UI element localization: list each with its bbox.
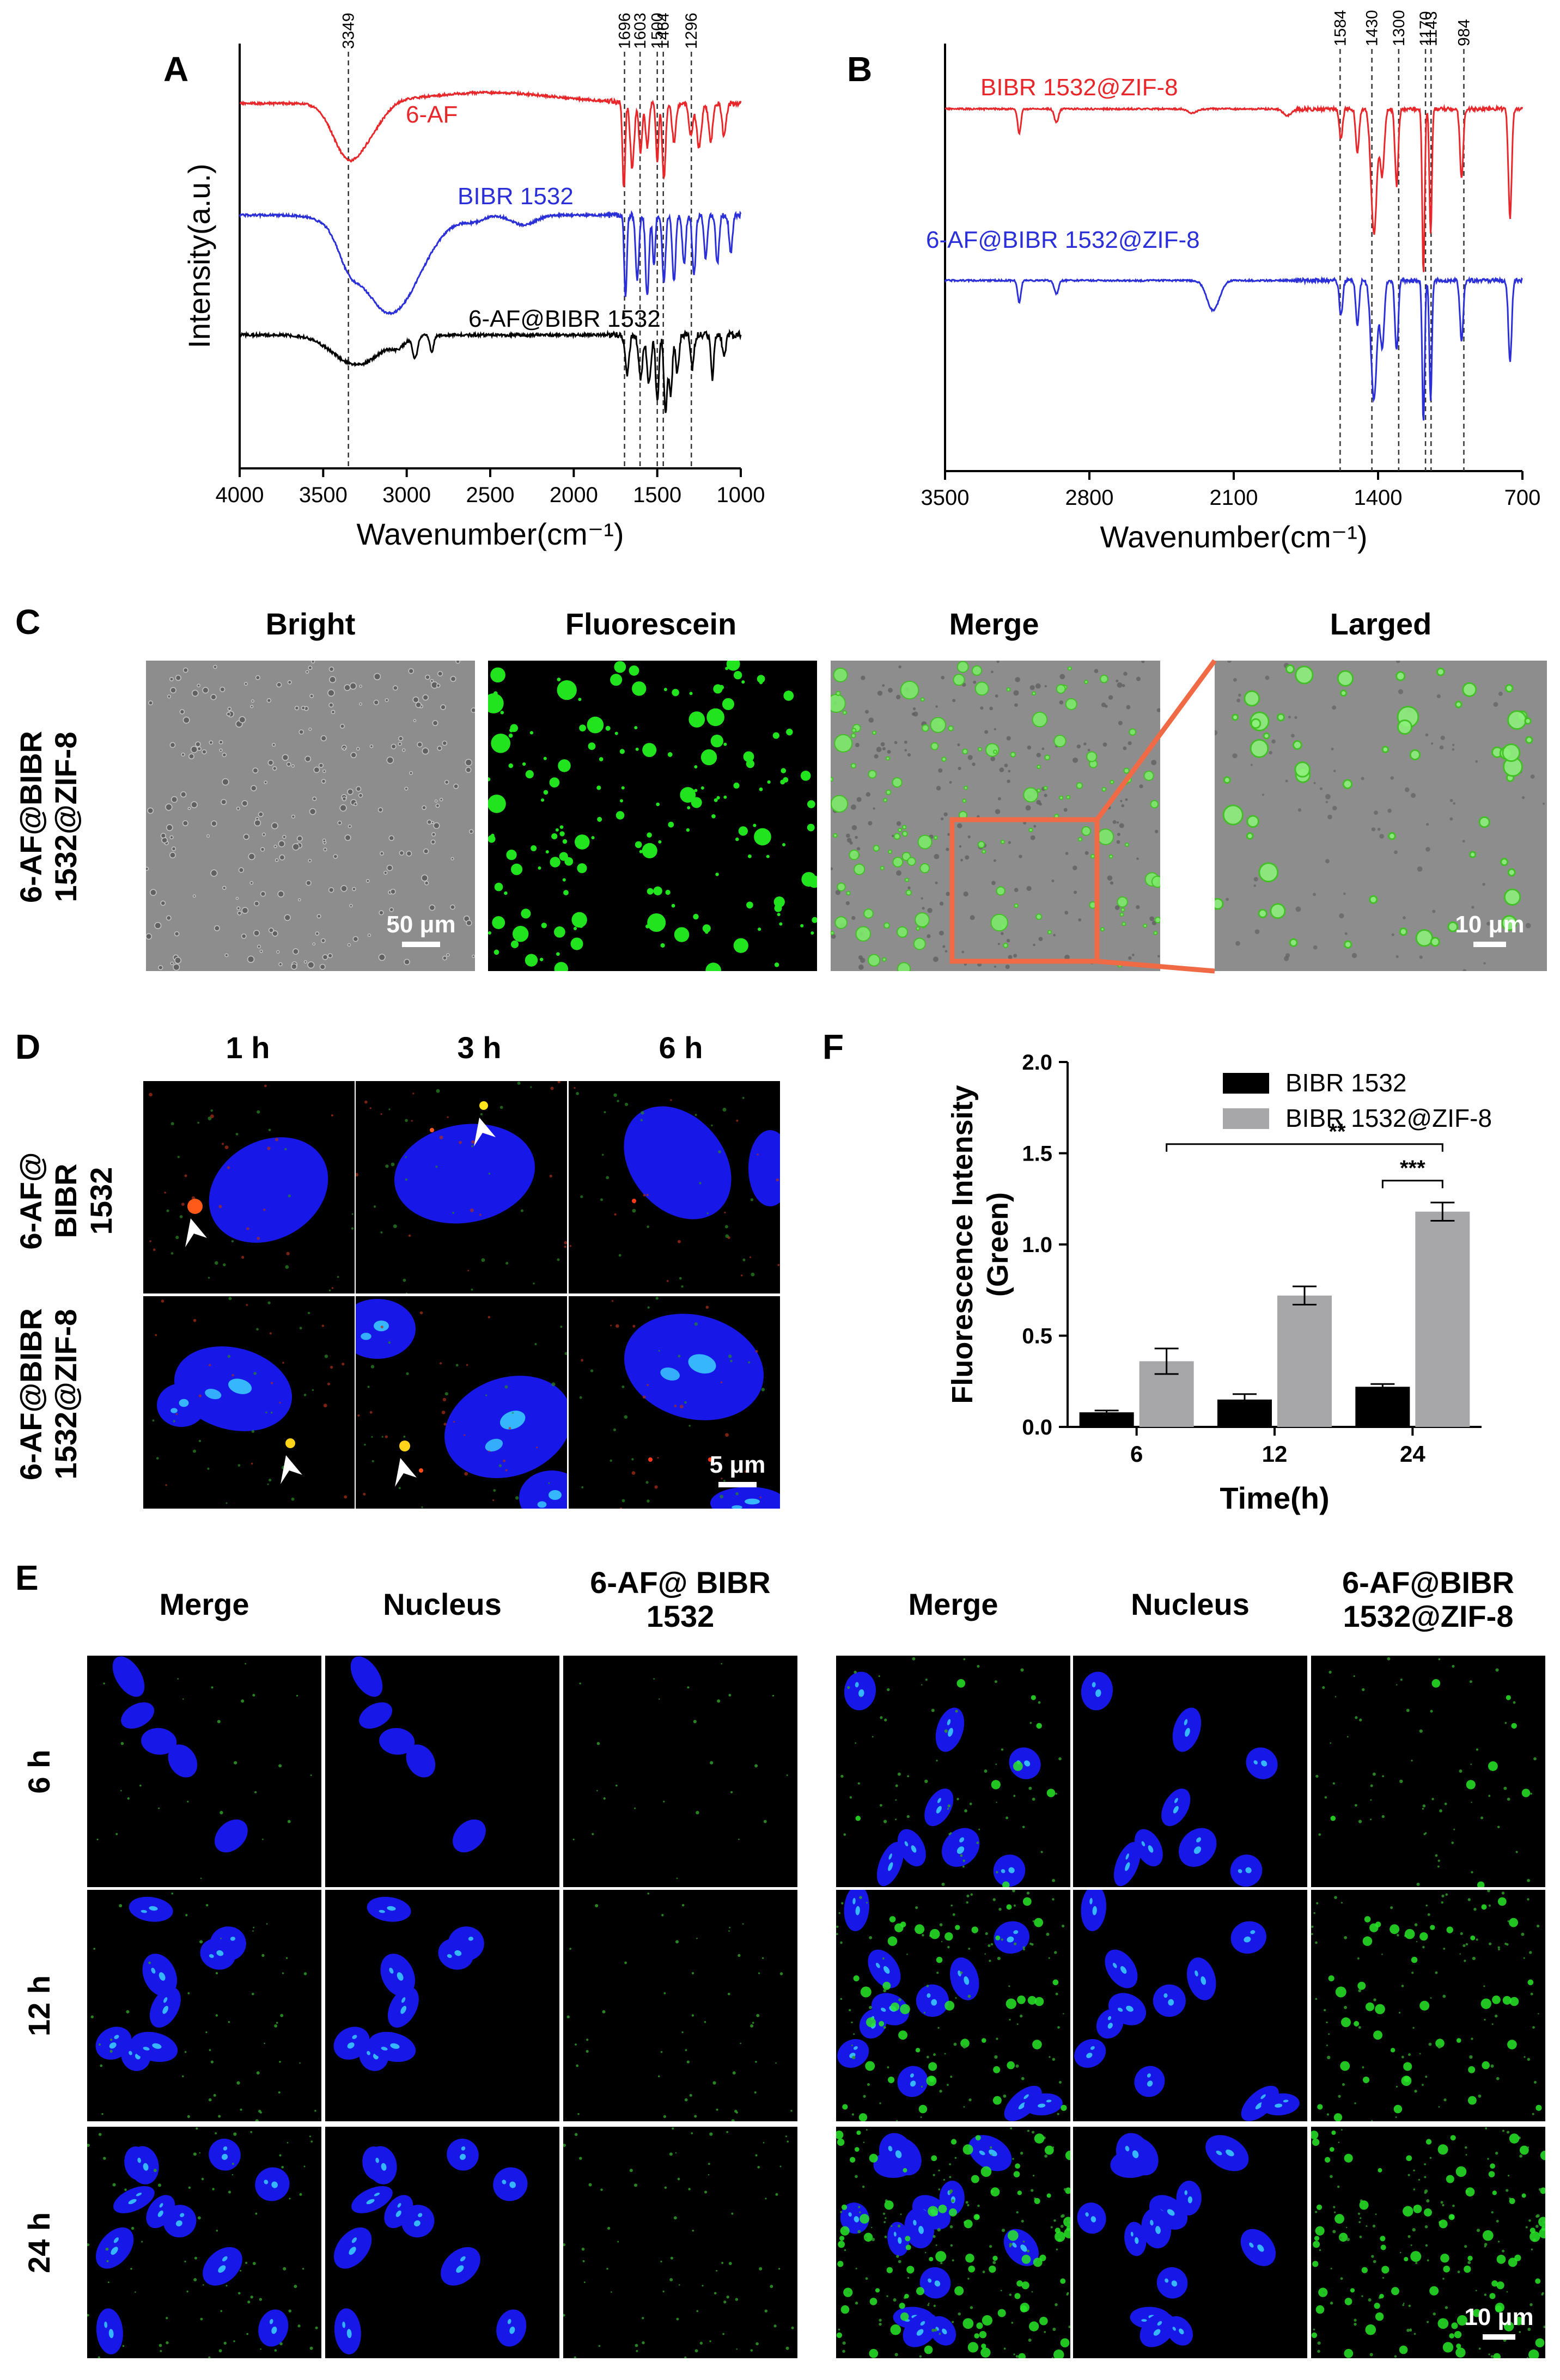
panel-d-header-3h: 3 h <box>376 1031 583 1065</box>
panel-e-row-label-3: 24 h <box>22 2196 60 2289</box>
panel-e-left-header-nucleus: Nucleus <box>325 1588 559 1621</box>
significance-label: *** <box>1400 1156 1425 1180</box>
micrograph-e-zif-r3-c3: 10 μm <box>1311 2127 1545 2358</box>
micrograph-e-zif-r1-c3 <box>1311 1656 1545 1887</box>
y-axis-label-unit: (Green) <box>982 1192 1014 1297</box>
micrograph-e-free-r3-c3 <box>563 2127 797 2358</box>
panel-e-left-header-merge: Merge <box>87 1588 321 1621</box>
micrograph-e-zif-r3-c1 <box>836 2127 1070 2358</box>
y-axis-label: Fluorescence Intensity <box>946 1085 979 1403</box>
legend-label: BIBR 1532 <box>1285 1069 1406 1097</box>
x-tick-label: 12 <box>1262 1441 1288 1467</box>
legend-swatch <box>1223 1108 1269 1129</box>
x-axis-label: Time(h) <box>1220 1481 1329 1515</box>
y-tick-label: 1.5 <box>1022 1142 1052 1166</box>
y-tick-label: 0.0 <box>1022 1415 1052 1439</box>
micrograph-e-free-r2-c1 <box>87 1890 321 2121</box>
fluorescence-bar-chart: 0.0 0.5 1.0 1.5 2.0 Fluorescence Intensity (Gr… <box>817 1018 1560 1541</box>
micrograph-e-zif-r2-c1 <box>836 1890 1070 2121</box>
micrograph-d-r2-c3: 5 μm <box>569 1296 780 1509</box>
micrograph-e-zif-r2-c3 <box>1311 1890 1545 2121</box>
micrograph-e-zif-r1-c1 <box>836 1656 1070 1887</box>
micrograph-d-r1-c2 <box>356 1081 567 1293</box>
legend-swatch <box>1223 1073 1269 1094</box>
panel-e-right-header-merge: Merge <box>836 1588 1070 1621</box>
panel-label-d: D <box>15 1027 40 1067</box>
micrograph-d-r2-c1 <box>143 1296 355 1509</box>
scale-bar-5um-label: 5 μm <box>710 1451 766 1478</box>
panel-d-row-label-2: 6-AF@BIBR 1532@ZIF-8 <box>14 1288 84 1500</box>
micrograph-d-r2-c2 <box>356 1296 567 1509</box>
micrograph-e-zif-r1-c2 <box>1073 1656 1307 1887</box>
y-tick-label: 0.5 <box>1022 1325 1052 1348</box>
scale-bar-10um-e-label: 10 μm <box>1464 2304 1533 2330</box>
panel-e-right-header-drug: 6-AF@BIBR 1532@ZIF-8 <box>1311 1566 1545 1633</box>
scale-bar-5um: 5 μm <box>699 1451 776 1487</box>
y-tick-label: 1.0 <box>1022 1233 1052 1257</box>
scale-bar-10um-e: 10 μm <box>1458 2304 1540 2340</box>
micrograph-e-free-r1-c3 <box>563 1656 797 1887</box>
micrograph-d-r1-c3 <box>569 1081 780 1293</box>
micrograph-e-free-r2-c2 <box>325 1890 559 2121</box>
significance-bracket <box>1167 1144 1443 1152</box>
bar <box>1415 1212 1470 1427</box>
y-tick-label: 2.0 <box>1022 1051 1052 1075</box>
bar <box>1277 1296 1332 1427</box>
panel-d-header-6h: 6 h <box>577 1031 784 1065</box>
micrograph-d-r1-c1 <box>143 1081 355 1293</box>
significance-bracket <box>1382 1181 1442 1188</box>
micrograph-e-zif-r3-c2 <box>1073 2127 1307 2358</box>
legend-label: BIBR 1532@ZIF-8 <box>1285 1104 1492 1132</box>
micrograph-e-free-r2-c3 <box>563 1890 797 2121</box>
panel-label-e: E <box>15 1558 39 1598</box>
panel-e-row-label-2: 12 h <box>22 1960 60 2052</box>
panel-d-header-1h: 1 h <box>144 1031 351 1065</box>
panel-e-row-label-1: 6 h <box>22 1725 60 1818</box>
bar <box>1355 1387 1410 1427</box>
micrograph-e-free-r1-c1 <box>87 1656 321 1887</box>
panel-d-row-label-2-text: 6-AF@BIBR 1532@ZIF-8 <box>14 1291 84 1498</box>
micrograph-e-free-r3-c1 <box>87 2127 321 2358</box>
micrograph-e-free-r3-c2 <box>325 2127 559 2358</box>
panel-d-row-label-1-text: 6-AF@ BIBR 1532 <box>14 1136 119 1266</box>
panel-d-row-label-1: 6-AF@ BIBR 1532 <box>14 1114 84 1288</box>
micrograph-e-zif-r2-c2 <box>1073 1890 1307 2121</box>
x-tick-label: 24 <box>1400 1441 1425 1467</box>
x-tick-label: 6 <box>1130 1441 1143 1467</box>
micrograph-e-free-r1-c2 <box>325 1656 559 1887</box>
panel-e-left-header-drug: 6-AF@ BIBR 1532 <box>563 1566 797 1633</box>
zoom-connector <box>0 0 1560 980</box>
panel-e-right-header-nucleus: Nucleus <box>1073 1588 1307 1621</box>
